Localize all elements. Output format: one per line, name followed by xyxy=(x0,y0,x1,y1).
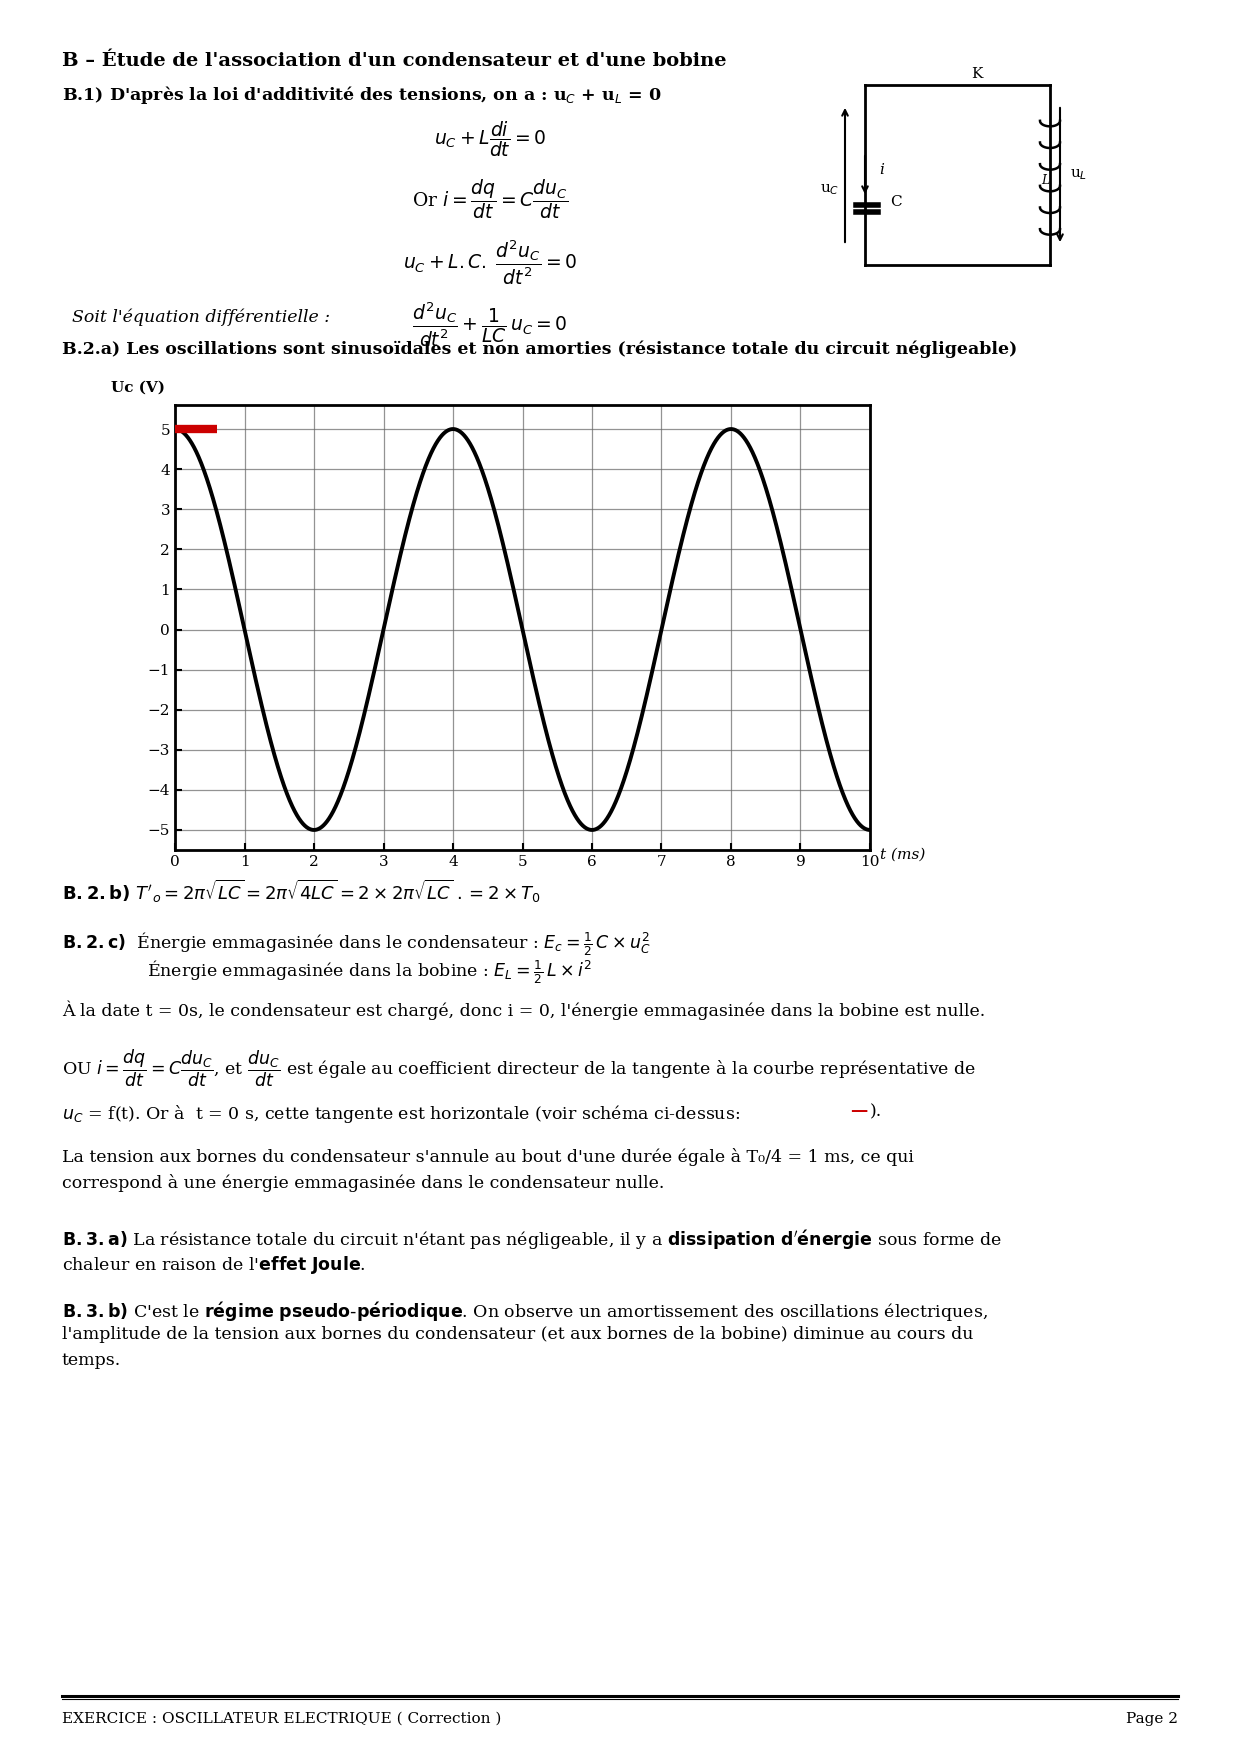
Text: $u_C + L.C.\;\dfrac{d^2u_C}{dt^2} = 0$: $u_C + L.C.\;\dfrac{d^2u_C}{dt^2} = 0$ xyxy=(403,239,577,288)
Text: Soit l'équation différentielle :: Soit l'équation différentielle : xyxy=(72,309,330,326)
Text: $u_C$ = f(t). Or à  t = 0 s, cette tangente est horizontale (voir schéma ci-dess: $u_C$ = f(t). Or à t = 0 s, cette tangen… xyxy=(62,1103,740,1124)
Text: L: L xyxy=(1040,174,1049,186)
Text: —: — xyxy=(849,1103,867,1121)
Text: Uc (V): Uc (V) xyxy=(112,381,165,395)
Text: i: i xyxy=(879,163,884,177)
Text: ).: ). xyxy=(870,1103,882,1121)
Text: u$_C$: u$_C$ xyxy=(820,182,839,198)
Text: La tension aux bornes du condensateur s'annule au bout d'une durée égale à T₀/4 : La tension aux bornes du condensateur s'… xyxy=(62,1149,914,1166)
Text: B.1) D'après la loi d'additivité des tensions, on a : u$_C$ + u$_L$ = 0: B.1) D'après la loi d'additivité des ten… xyxy=(62,84,662,105)
Text: Énergie emmagasinée dans la bobine : $E_L = \frac{1}{2}\,L\times i^2$: Énergie emmagasinée dans la bobine : $E_… xyxy=(148,958,591,986)
Text: Page 2: Page 2 xyxy=(1126,1712,1178,1726)
Text: $\mathbf{B.3.a)}$ La résistance totale du circuit n'étant pas négligeable, il y : $\mathbf{B.3.a)}$ La résistance totale d… xyxy=(62,1228,1002,1252)
Text: temps.: temps. xyxy=(62,1352,122,1370)
Text: C: C xyxy=(890,195,901,209)
Text: À la date t = 0s, le condensateur est chargé, donc i = 0, l'énergie emmagasinée : À la date t = 0s, le condensateur est ch… xyxy=(62,1000,986,1019)
Text: $u_C + L\dfrac{di}{dt} = 0$: $u_C + L\dfrac{di}{dt} = 0$ xyxy=(434,119,546,160)
Text: correspond à une énergie emmagasinée dans le condensateur nulle.: correspond à une énergie emmagasinée dan… xyxy=(62,1173,665,1193)
Text: $\mathbf{B.2.c)}$  Énergie emmagasinée dans le condensateur : $E_c = \frac{1}{2}: $\mathbf{B.2.c)}$ Énergie emmagasinée da… xyxy=(62,930,651,958)
Text: B – Étude de l'association d'un condensateur et d'une bobine: B – Étude de l'association d'un condensa… xyxy=(62,53,727,70)
Text: l'amplitude de la tension aux bornes du condensateur (et aux bornes de la bobine: l'amplitude de la tension aux bornes du … xyxy=(62,1326,973,1344)
Text: $\dfrac{d^2u_C}{dt^2} + \dfrac{1}{LC}\,u_C = 0$: $\dfrac{d^2u_C}{dt^2} + \dfrac{1}{LC}\,u… xyxy=(412,302,568,349)
Text: $\mathbf{B.2.b)}$ $T'_o = 2\pi \sqrt{LC} = 2\pi\sqrt{4LC} = 2\times 2\pi\sqrt{LC: $\mathbf{B.2.b)}$ $T'_o = 2\pi \sqrt{LC}… xyxy=(62,879,541,905)
Text: t (ms): t (ms) xyxy=(880,847,925,861)
Text: u$_L$: u$_L$ xyxy=(1070,168,1087,182)
Text: K: K xyxy=(971,67,982,81)
Text: EXERCICE : OSCILLATEUR ELECTRIQUE ( Correction ): EXERCICE : OSCILLATEUR ELECTRIQUE ( Corr… xyxy=(62,1712,501,1726)
Text: B.2.a) Les oscillations sont sinusoïdales et non amorties (résistance totale du : B.2.a) Les oscillations sont sinusoïdale… xyxy=(62,340,1017,358)
Text: Or $i = \dfrac{dq}{dt} = C\dfrac{du_C}{dt}$: Or $i = \dfrac{dq}{dt} = C\dfrac{du_C}{d… xyxy=(412,177,568,221)
Text: OU $i = \dfrac{dq}{dt} = C\dfrac{du_C}{dt}$, et $\dfrac{du_C}{dt}$ est égale au : OU $i = \dfrac{dq}{dt} = C\dfrac{du_C}{d… xyxy=(62,1047,976,1089)
Text: chaleur en raison de l'$\mathbf{effet\ Joule}$.: chaleur en raison de l'$\mathbf{effet\ J… xyxy=(62,1254,366,1275)
Text: $\mathbf{B.3.b)}$ C'est le $\mathbf{r\acute{e}gime\ pseudo\text{-}p\acute{e}riod: $\mathbf{B.3.b)}$ C'est le $\mathbf{r\ac… xyxy=(62,1300,988,1324)
